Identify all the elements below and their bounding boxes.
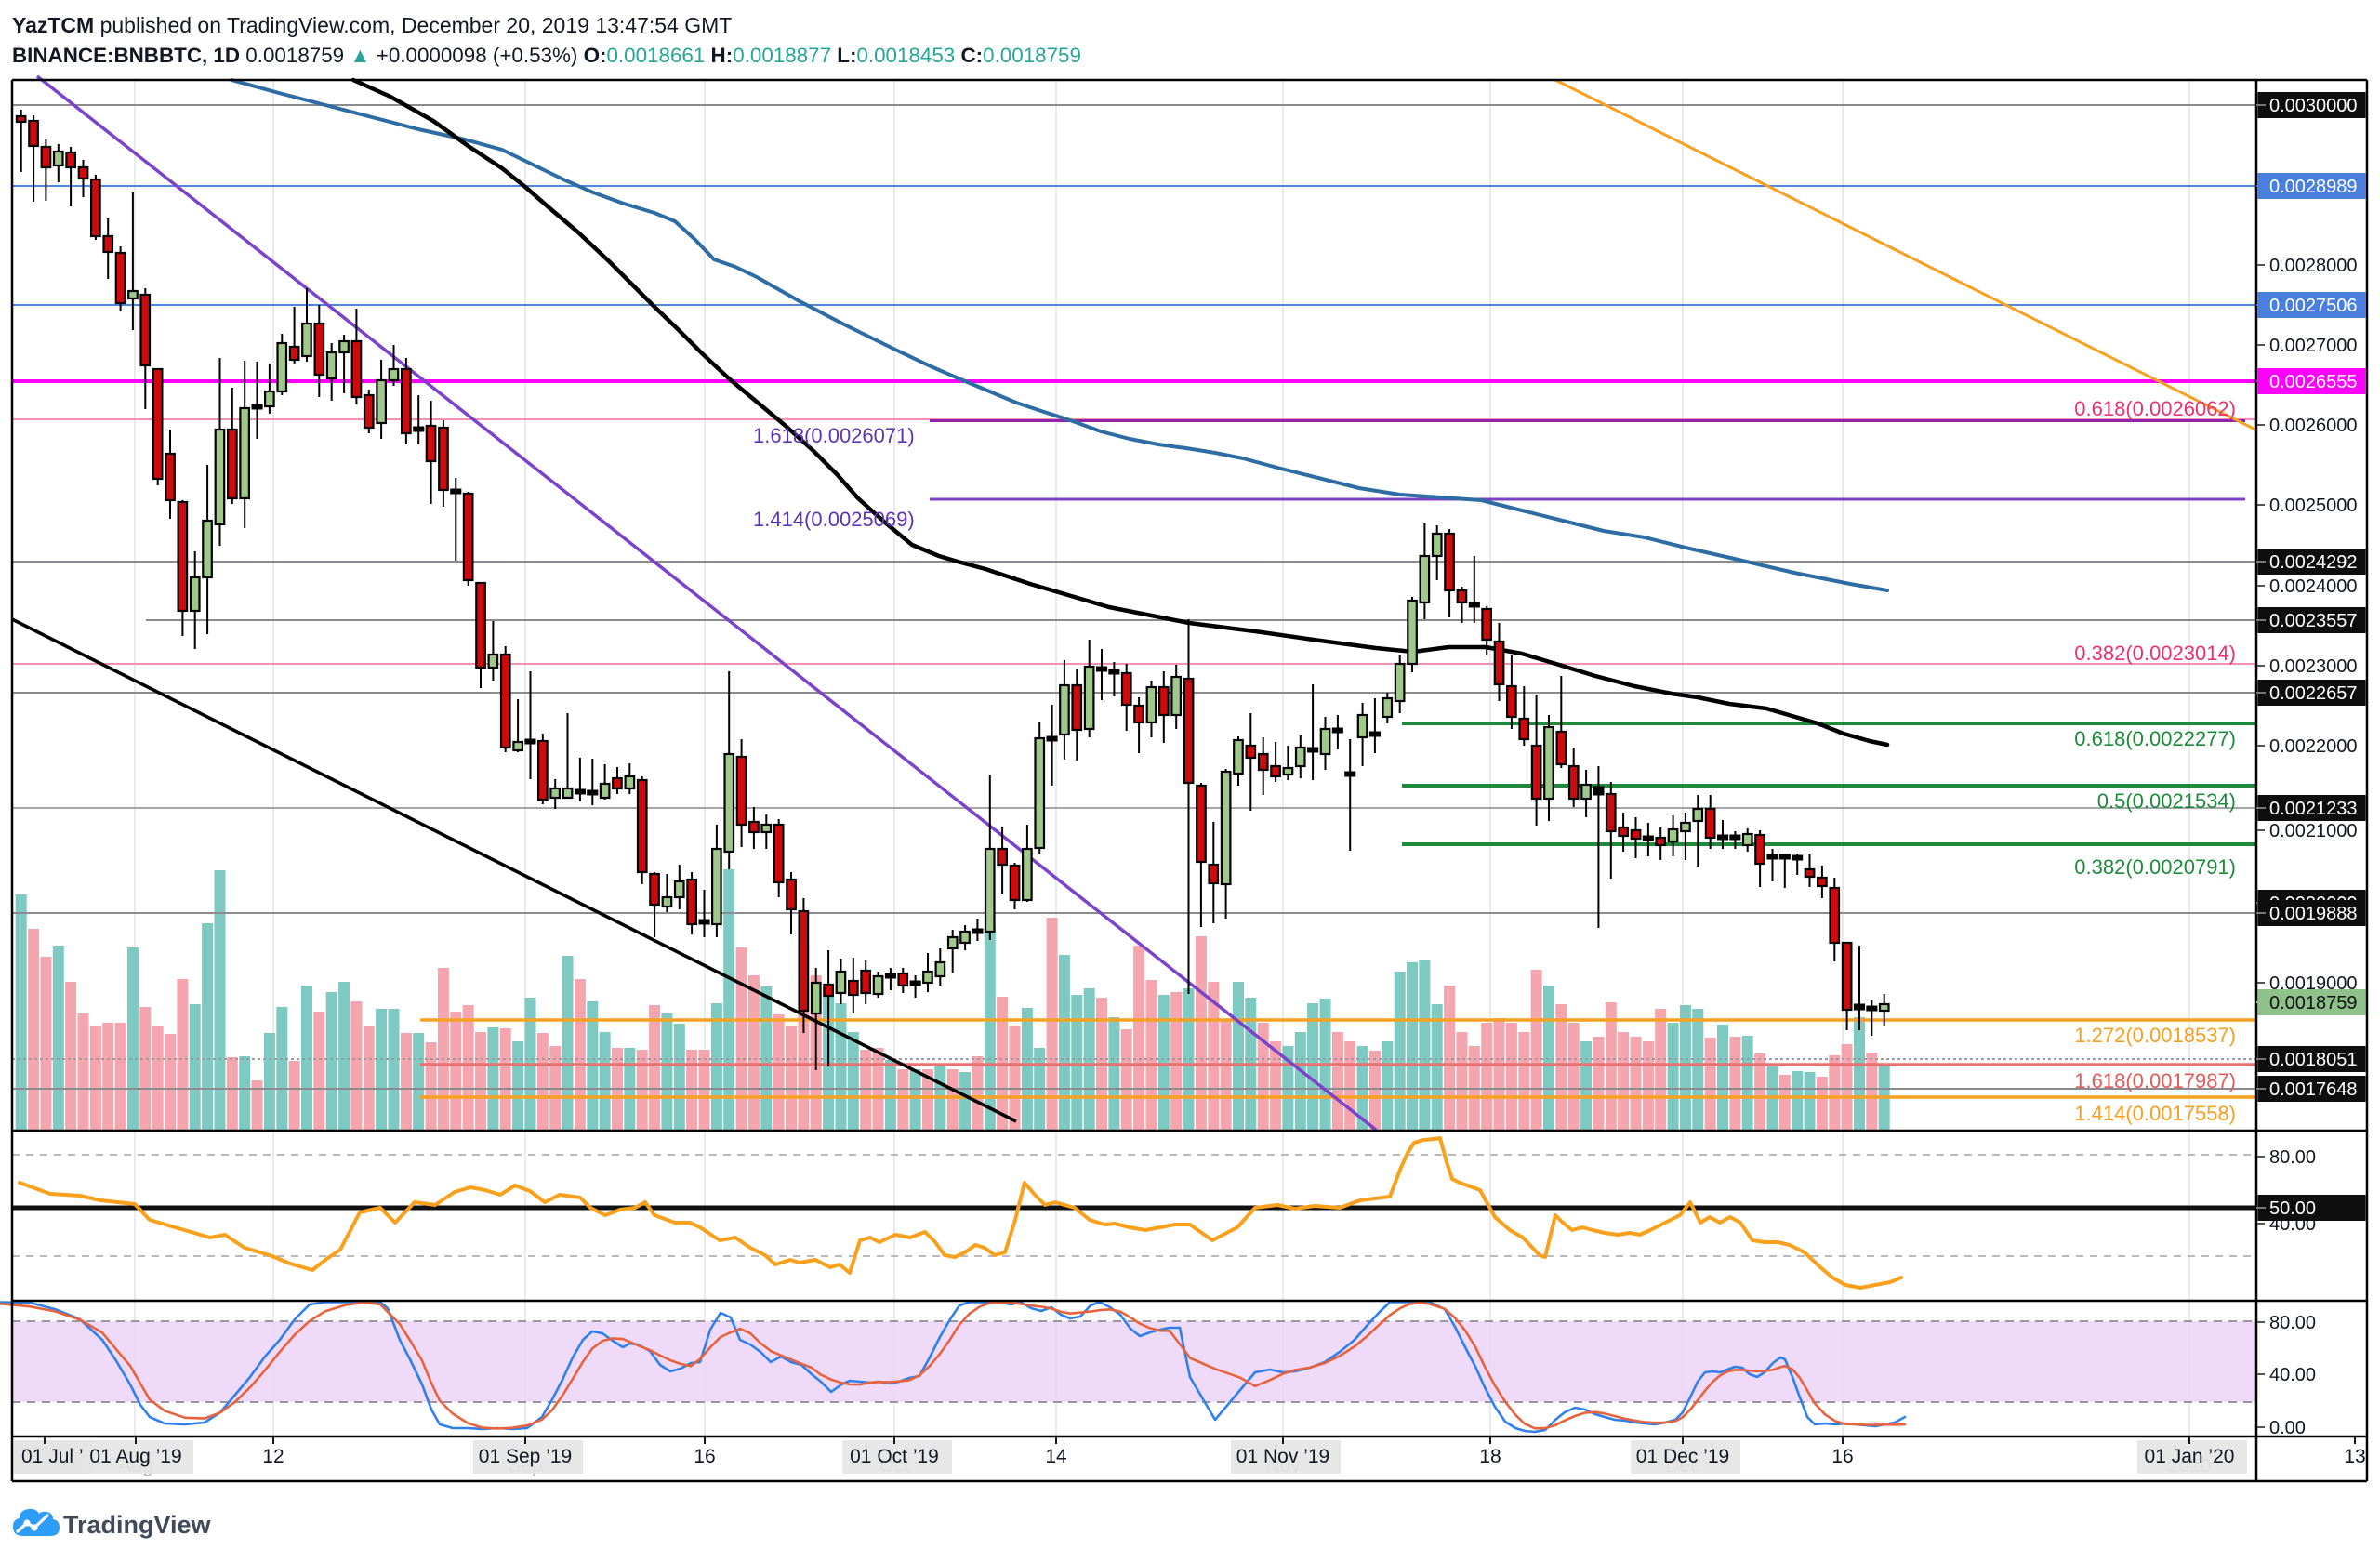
svg-text:0.0022000: 0.0022000 bbox=[2269, 736, 2358, 757]
svg-text:0.0027506: 0.0027506 bbox=[2269, 296, 2358, 316]
svg-text:40.00: 40.00 bbox=[2269, 1365, 2316, 1385]
svg-text:0.618(0.0026062): 0.618(0.0026062) bbox=[2074, 397, 2236, 420]
svg-text:1.414(0.0017558): 1.414(0.0017558) bbox=[2074, 1102, 2236, 1125]
svg-text:0.0030000: 0.0030000 bbox=[2269, 96, 2358, 116]
svg-text:0.0024292: 0.0024292 bbox=[2269, 552, 2358, 573]
svg-text:1.414(0.0025069): 1.414(0.0025069) bbox=[753, 508, 915, 531]
svg-text:TradingView: TradingView bbox=[63, 1511, 212, 1539]
svg-text:01 Jan ’20: 01 Jan ’20 bbox=[2145, 1446, 2235, 1467]
svg-text:14: 14 bbox=[1045, 1446, 1067, 1467]
svg-text:0.5(0.0021534): 0.5(0.0021534) bbox=[2097, 789, 2236, 813]
svg-text:0.0028989: 0.0028989 bbox=[2269, 177, 2358, 197]
svg-text:01 Jul ’: 01 Jul ’ bbox=[21, 1446, 84, 1467]
svg-text:01 Nov ’19: 01 Nov ’19 bbox=[1236, 1446, 1329, 1467]
svg-text:01 Oct ’19: 01 Oct ’19 bbox=[850, 1446, 939, 1467]
svg-text:0.0026555: 0.0026555 bbox=[2269, 372, 2358, 392]
svg-text:0.0025000: 0.0025000 bbox=[2269, 496, 2358, 516]
svg-text:80.00: 80.00 bbox=[2269, 1313, 2316, 1333]
svg-text:0.382(0.0020791): 0.382(0.0020791) bbox=[2074, 855, 2236, 879]
svg-text:0.0021233: 0.0021233 bbox=[2269, 799, 2358, 819]
svg-text:0.0023000: 0.0023000 bbox=[2269, 656, 2358, 677]
svg-text:80.00: 80.00 bbox=[2269, 1147, 2316, 1168]
svg-text:0.382(0.0023014): 0.382(0.0023014) bbox=[2074, 642, 2236, 665]
svg-text:0.0022657: 0.0022657 bbox=[2269, 683, 2358, 704]
svg-text:0.618(0.0022277): 0.618(0.0022277) bbox=[2074, 727, 2236, 750]
svg-text:01 Aug ’19: 01 Aug ’19 bbox=[89, 1446, 181, 1467]
svg-text:16: 16 bbox=[694, 1446, 715, 1467]
svg-text:0.0021000: 0.0021000 bbox=[2269, 821, 2358, 841]
svg-text:1.272(0.0018537): 1.272(0.0018537) bbox=[2074, 1024, 2236, 1047]
svg-text:13: 13 bbox=[2344, 1446, 2365, 1467]
svg-text:0.0024000: 0.0024000 bbox=[2269, 576, 2358, 597]
svg-text:1.618(0.0026071): 1.618(0.0026071) bbox=[753, 424, 915, 447]
svg-text:12: 12 bbox=[262, 1446, 284, 1467]
svg-text:0.0018051: 0.0018051 bbox=[2269, 1050, 2358, 1070]
svg-text:50.00: 50.00 bbox=[2269, 1198, 2316, 1219]
svg-text:18: 18 bbox=[1479, 1446, 1501, 1467]
svg-text:0.0018759: 0.0018759 bbox=[2269, 993, 2358, 1013]
svg-text:0.0019888: 0.0019888 bbox=[2269, 904, 2358, 924]
svg-text:0.0028000: 0.0028000 bbox=[2269, 256, 2358, 276]
svg-text:0.0019000: 0.0019000 bbox=[2269, 973, 2358, 994]
svg-text:01 Sep ’19: 01 Sep ’19 bbox=[479, 1446, 572, 1467]
svg-text:01 Dec ’19: 01 Dec ’19 bbox=[1636, 1446, 1729, 1467]
svg-text:16: 16 bbox=[1831, 1446, 1853, 1467]
svg-text:0.0026000: 0.0026000 bbox=[2269, 416, 2358, 436]
svg-text:0.00: 0.00 bbox=[2269, 1418, 2306, 1438]
svg-text:0.0023557: 0.0023557 bbox=[2269, 611, 2358, 631]
svg-text:1.618(0.0017987): 1.618(0.0017987) bbox=[2074, 1069, 2236, 1092]
svg-text:0.0027000: 0.0027000 bbox=[2269, 336, 2358, 356]
svg-text:0.0017648: 0.0017648 bbox=[2269, 1079, 2358, 1100]
